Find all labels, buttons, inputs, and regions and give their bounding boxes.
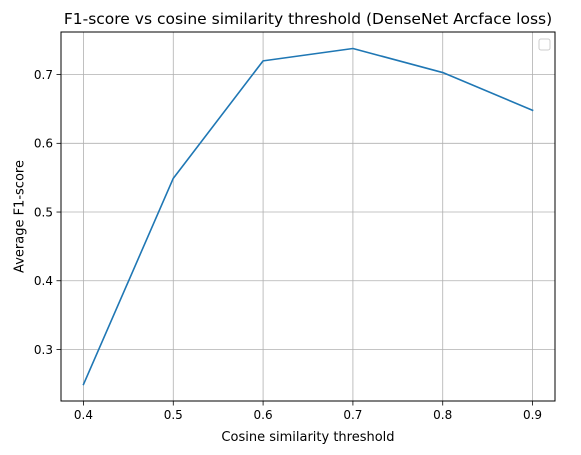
legend-box xyxy=(538,38,551,51)
x-tick-label: 0.9 xyxy=(523,408,542,422)
y-axis: 0.3 0.4 0.5 0.6 0.7 xyxy=(34,68,61,357)
series-layer xyxy=(82,47,534,386)
grid xyxy=(61,32,555,401)
x-tick-label: 0.8 xyxy=(433,408,452,422)
y-tick-label: 0.6 xyxy=(34,137,53,151)
y-tick-label: 0.4 xyxy=(34,274,53,288)
y-tick-label: 0.7 xyxy=(34,68,53,82)
x-tick-label: 0.7 xyxy=(343,408,362,422)
x-tick-label: 0.6 xyxy=(254,408,273,422)
x-tick-label: 0.4 xyxy=(74,408,93,422)
series-line xyxy=(82,47,534,386)
y-axis-label: Average F1-score xyxy=(13,160,28,273)
x-axis-label: Cosine similarity threshold xyxy=(221,430,394,445)
y-tick-label: 0.3 xyxy=(34,343,53,357)
y-tick-label: 0.5 xyxy=(34,205,53,219)
x-axis: 0.4 0.5 0.6 0.7 0.8 0.9 xyxy=(74,401,542,422)
plot-frame xyxy=(60,31,556,402)
chart-title: F1-score vs cosine similarity threshold … xyxy=(64,10,552,28)
x-tick-label: 0.5 xyxy=(164,408,183,422)
